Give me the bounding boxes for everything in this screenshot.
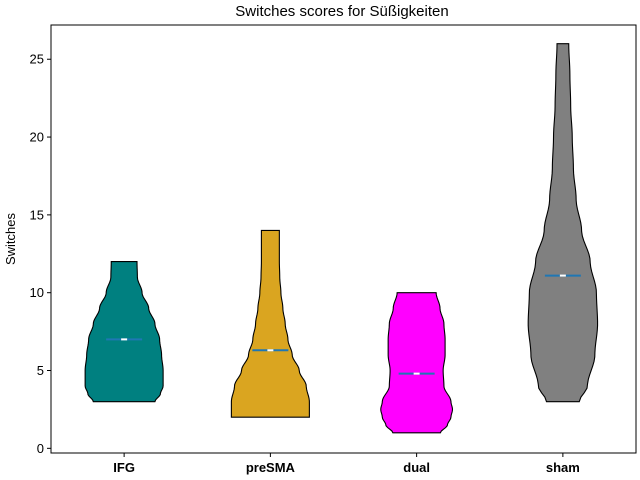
violin-body [527, 43, 599, 403]
x-tick-label: preSMA [246, 460, 296, 475]
x-axis: IFG preSMA dual sham [113, 453, 580, 475]
plot-frame [50, 24, 637, 454]
violin-body [84, 261, 164, 403]
violin-preSMA [230, 229, 310, 418]
y-tick-label: 25 [30, 52, 44, 67]
violin-sham [527, 43, 599, 403]
y-axis: 0 5 10 15 20 25 [30, 52, 51, 456]
y-tick-label: 10 [30, 285, 44, 300]
y-tick-label: 5 [37, 363, 44, 378]
x-tick-label: dual [403, 460, 430, 475]
y-axis-label: Switches [3, 212, 18, 265]
y-tick-label: 20 [30, 130, 44, 145]
violin-body [380, 292, 454, 434]
plot-area [50, 24, 637, 454]
x-tick-label: IFG [113, 460, 135, 475]
y-tick-label: 0 [37, 441, 44, 456]
x-tick-label: sham [546, 460, 580, 475]
violin-body [230, 229, 310, 418]
chart-title: Switches scores for Süßigkeiten [235, 3, 448, 20]
violin-dual [380, 292, 454, 434]
violin-IFG [84, 261, 164, 403]
y-tick-label: 15 [30, 207, 44, 222]
